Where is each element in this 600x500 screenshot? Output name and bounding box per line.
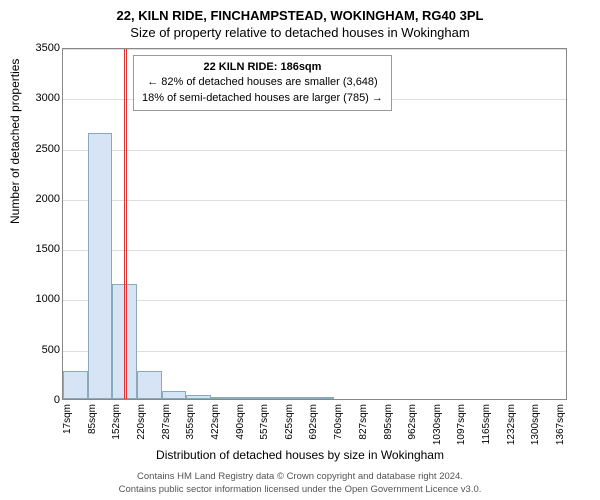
x-tick-label: 1097sqm [456, 404, 467, 445]
x-tick-label: 827sqm [358, 404, 369, 440]
histogram-bar [162, 391, 187, 399]
histogram-bar [309, 397, 334, 399]
x-tick-label: 220sqm [136, 404, 147, 440]
x-tick-label: 692sqm [308, 404, 319, 440]
y-tick-label: 2000 [36, 193, 60, 205]
footer-line-1: Contains HM Land Registry data © Crown c… [0, 471, 600, 483]
x-tick-label: 1300sqm [530, 404, 541, 445]
x-tick-label: 85sqm [87, 404, 98, 434]
page-title-1: 22, KILN RIDE, FINCHAMPSTEAD, WOKINGHAM,… [0, 0, 600, 23]
histogram-bar [63, 371, 88, 399]
x-tick-label: 422sqm [210, 404, 221, 440]
histogram-bar [260, 397, 285, 399]
reference-line [126, 49, 127, 399]
histogram-bar [88, 133, 112, 400]
x-axis-label: Distribution of detached houses by size … [0, 448, 600, 462]
gridline [63, 49, 566, 50]
x-tick-label: 490sqm [235, 404, 246, 440]
gridline [63, 200, 566, 201]
gridline [63, 300, 566, 301]
x-tick-label: 1232sqm [506, 404, 517, 445]
gridline [63, 250, 566, 251]
y-axis-label: Number of detached properties [8, 59, 22, 224]
y-tick-label: 1000 [36, 293, 60, 305]
x-tick-label: 1367sqm [555, 404, 566, 445]
y-tick-label: 2500 [36, 143, 60, 155]
y-tick-label: 3000 [36, 92, 60, 104]
x-tick-label: 557sqm [259, 404, 270, 440]
annotation-line-2: 18% of semi-detached houses are larger (… [142, 91, 383, 106]
x-tick-label: 287sqm [161, 404, 172, 440]
x-tick-label: 625sqm [284, 404, 295, 440]
x-tick-label: 17sqm [62, 404, 73, 434]
histogram-bar [186, 395, 210, 399]
x-tick-label: 355sqm [185, 404, 196, 440]
x-tick-label: 152sqm [111, 404, 122, 440]
histogram-bar [137, 371, 161, 399]
gridline [63, 351, 566, 352]
x-tick-label: 1030sqm [432, 404, 443, 445]
footer-attribution: Contains HM Land Registry data © Crown c… [0, 471, 600, 496]
chart-plot-area: 22 KILN RIDE: 186sqm ← 82% of detached h… [62, 48, 567, 400]
histogram-bar [285, 397, 309, 399]
annotation-title: 22 KILN RIDE: 186sqm [142, 60, 383, 75]
page-title-2: Size of property relative to detached ho… [0, 23, 600, 40]
gridline [63, 150, 566, 151]
y-tick-label: 1500 [36, 243, 60, 255]
annotation-box: 22 KILN RIDE: 186sqm ← 82% of detached h… [133, 55, 392, 111]
y-tick-label: 3500 [36, 42, 60, 54]
histogram-bar [236, 397, 260, 399]
footer-line-2: Contains public sector information licen… [0, 484, 600, 496]
x-tick-label: 760sqm [333, 404, 344, 440]
x-tick-label: 895sqm [383, 404, 394, 440]
y-tick-label: 500 [42, 344, 60, 356]
reference-line [124, 49, 125, 399]
y-tick-label: 0 [54, 394, 60, 406]
annotation-line-1: ← 82% of detached houses are smaller (3,… [142, 75, 383, 90]
x-tick-label: 1165sqm [481, 404, 492, 444]
x-tick-label: 962sqm [407, 404, 418, 440]
histogram-bar [211, 397, 236, 399]
histogram-bar [112, 284, 137, 399]
